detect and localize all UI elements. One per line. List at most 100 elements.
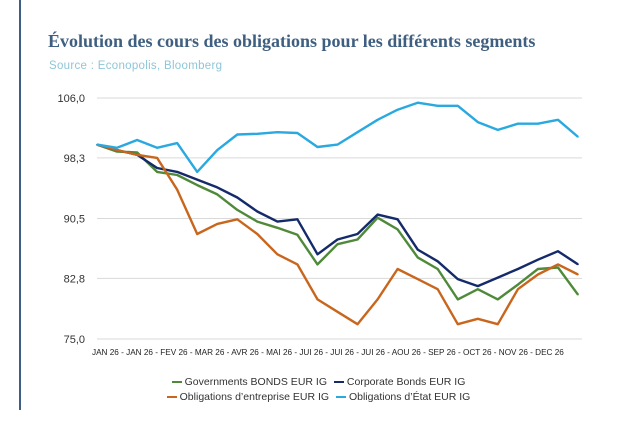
data-point: [517, 283, 519, 286]
data-point: [557, 266, 559, 269]
data-point: [216, 186, 219, 189]
data-point: [436, 268, 439, 270]
data-point: [396, 218, 399, 221]
data-point: [416, 248, 419, 251]
legend-row-1: Governments BONDS EUR IG Corporate Bonds…: [0, 376, 637, 388]
data-point: [376, 213, 379, 216]
data-point: [316, 263, 319, 266]
data-point: [517, 288, 519, 291]
y-tick-label: 98,3: [64, 153, 85, 165]
data-point: [216, 223, 219, 225]
y-tick-label: 75,0: [64, 334, 85, 346]
data-point: [416, 101, 419, 104]
data-point: [356, 131, 359, 134]
data-point: [256, 233, 259, 235]
data-point: [276, 227, 279, 229]
data-point: [96, 143, 98, 146]
data-point: [296, 234, 299, 236]
data-point: [156, 146, 158, 149]
y-tick-label: 90,5: [64, 214, 85, 226]
data-point: [336, 310, 339, 313]
chart-source: Source : Econopolis, Bloomberg: [49, 60, 223, 72]
data-point: [456, 278, 459, 280]
data-point: [196, 184, 199, 186]
legend-item-entreprise: Obligations d’entreprise EUR IG: [166, 391, 330, 403]
legend-swatch: [335, 396, 346, 399]
data-point: [236, 218, 239, 221]
data-point: [416, 278, 419, 280]
y-tick-label: 106,0: [57, 93, 85, 105]
legend-item-etat: Obligations d’État EUR IG: [335, 391, 471, 403]
data-point: [396, 268, 399, 270]
data-point: [256, 210, 259, 213]
data-point: [577, 293, 579, 296]
data-point: [216, 193, 219, 196]
data-point: [517, 122, 519, 125]
data-point: [356, 238, 359, 241]
data-point: [136, 151, 138, 154]
data-point: [256, 220, 259, 223]
data-point: [136, 153, 138, 156]
data-point: [456, 104, 459, 107]
data-point: [557, 250, 559, 252]
data-point: [336, 143, 339, 146]
data-point: [537, 273, 539, 276]
data-point: [416, 256, 419, 259]
data-point: [497, 298, 499, 301]
data-point: [236, 133, 239, 136]
data-point: [316, 298, 319, 301]
legend-swatch: [333, 381, 344, 384]
data-point: [476, 317, 479, 320]
data-point: [296, 218, 299, 221]
data-point: [116, 149, 118, 151]
data-point: [196, 233, 199, 235]
legend-label: Obligations d’entreprise EUR IG: [179, 391, 330, 403]
data-point: [537, 122, 539, 125]
data-point: [316, 253, 319, 256]
accent-bar: [19, 0, 21, 410]
data-point: [176, 171, 178, 173]
data-point: [336, 238, 339, 241]
data-point: [196, 171, 199, 173]
data-point: [436, 104, 439, 107]
legend-item-governments: Governments BONDS EUR IG: [171, 376, 327, 388]
chart-title: Évolution des cours des obligations pour…: [48, 31, 536, 51]
series-line-1: [96, 143, 579, 288]
data-point: [116, 146, 118, 149]
data-point: [216, 149, 219, 151]
data-point: [276, 220, 279, 223]
data-point: [376, 298, 379, 301]
data-point: [256, 132, 259, 135]
legend-label: Obligations d’État EUR IG: [348, 391, 471, 403]
y-tick-label: 82,8: [64, 273, 85, 285]
data-point: [497, 129, 499, 131]
series-line-3: [96, 101, 579, 174]
legend-swatch: [171, 381, 182, 384]
data-point: [336, 243, 339, 245]
data-point: [196, 178, 199, 181]
data-point: [356, 323, 359, 326]
data-point: [176, 142, 178, 144]
data-point: [356, 233, 359, 235]
legend-label: Governments BONDS EUR IG: [184, 376, 327, 388]
data-point: [376, 118, 379, 121]
data-point: [296, 263, 299, 266]
data-point: [497, 276, 499, 279]
data-point: [577, 273, 579, 276]
data-point: [537, 268, 539, 270]
data-point: [376, 216, 379, 219]
data-point: [156, 171, 158, 173]
data-point: [476, 285, 479, 287]
data-point: [557, 118, 559, 121]
data-point: [497, 323, 499, 326]
data-point: [316, 146, 319, 148]
legend-swatch: [166, 396, 177, 399]
data-point: [276, 253, 279, 256]
data-point: [396, 108, 399, 111]
data-point: [276, 131, 279, 134]
legend-row-2: Obligations d’entreprise EUR IG Obligati…: [0, 391, 637, 403]
data-point: [577, 263, 579, 266]
data-point: [136, 139, 138, 141]
data-point: [537, 258, 539, 261]
